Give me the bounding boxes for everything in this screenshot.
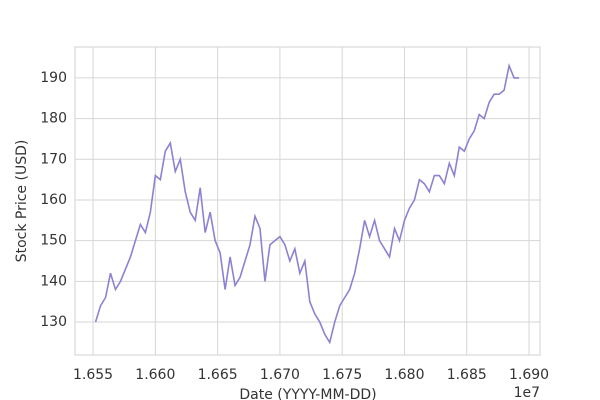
y-tick-label: 180 [40,111,67,127]
x-tick-label: 1.665 [198,367,238,383]
y-tick-label: 170 [40,151,67,167]
y-tick-label: 130 [40,314,67,330]
y-tick-label: 140 [40,273,67,289]
y-tick-label: 160 [40,192,67,208]
x-tick-label: 1.675 [322,367,362,383]
x-tick-label: 1.680 [384,367,424,383]
x-offset-label: 1e7 [514,385,540,400]
x-axis-label: Date (YYYY-MM-DD) [239,387,376,400]
price-line [94,62,520,345]
plot-frame [74,46,541,356]
x-tick-label: 1.655 [73,367,113,383]
x-tick-label: 1.670 [260,367,300,383]
x-tick-label: 1.660 [135,367,175,383]
x-tick-label: 1.685 [447,367,487,383]
x-tick-label: 1.690 [509,367,549,383]
y-tick-label: 150 [40,233,67,249]
y-tick-label: 190 [40,70,67,86]
y-axis-label: Stock Price (USD) [14,140,30,263]
